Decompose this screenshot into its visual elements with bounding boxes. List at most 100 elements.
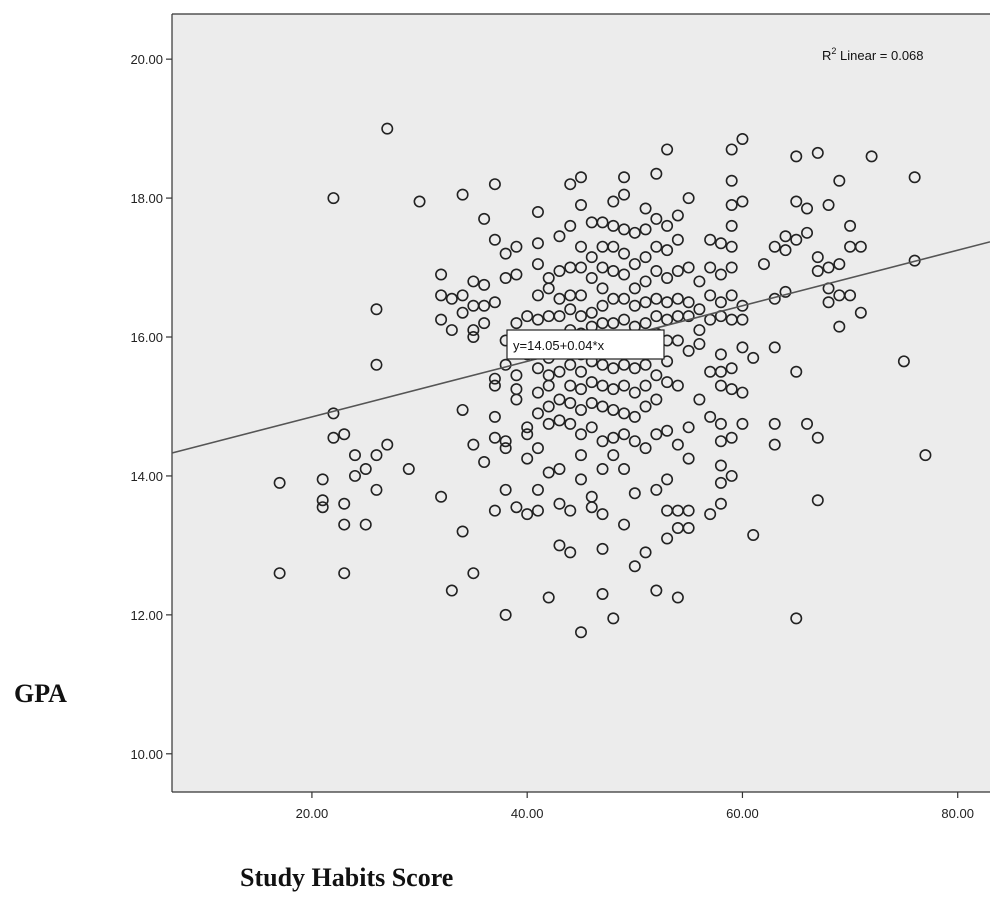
data-point — [650, 167, 663, 180]
data-point — [338, 567, 351, 580]
data-point — [747, 528, 760, 541]
data-point — [618, 407, 631, 420]
data-point — [488, 372, 501, 385]
data-point — [585, 421, 598, 434]
data-point — [790, 150, 803, 163]
data-point — [704, 261, 717, 274]
data-point — [564, 396, 577, 409]
data-point — [478, 278, 491, 291]
data-point — [725, 289, 738, 302]
data-point — [725, 240, 738, 253]
data-point — [650, 310, 663, 323]
data-point — [714, 435, 727, 448]
data-point — [725, 174, 738, 187]
data-point — [564, 178, 577, 191]
data-point — [768, 341, 781, 354]
data-point — [682, 310, 695, 323]
data-point — [693, 303, 706, 316]
data-point — [607, 240, 620, 253]
data-point — [553, 393, 566, 406]
data-point — [650, 428, 663, 441]
data-point — [790, 612, 803, 625]
data-point — [316, 494, 329, 507]
x-tick-label: 20.00 — [296, 806, 329, 821]
data-point — [553, 292, 566, 305]
data-point — [714, 417, 727, 430]
data-point — [531, 386, 544, 399]
equation-text: y=14.05+0.04*x — [513, 338, 605, 353]
data-point — [542, 466, 555, 479]
data-point — [801, 202, 814, 215]
data-point — [639, 400, 652, 413]
data-point — [607, 265, 620, 278]
data-point — [327, 431, 340, 444]
data-point — [499, 435, 512, 448]
data-point — [553, 539, 566, 552]
data-point — [370, 483, 383, 496]
data-point — [714, 365, 727, 378]
data-point — [327, 192, 340, 205]
data-point — [402, 462, 415, 475]
y-tick-label: 12.00 — [130, 608, 163, 623]
data-point — [661, 355, 674, 368]
data-point — [919, 449, 932, 462]
data-point — [725, 219, 738, 232]
data-point — [844, 289, 857, 302]
data-point — [585, 396, 598, 409]
data-point — [596, 400, 609, 413]
data-point — [564, 379, 577, 392]
data-point — [639, 223, 652, 236]
data-point — [564, 546, 577, 559]
data-point — [897, 355, 910, 368]
data-point — [628, 386, 641, 399]
data-point — [725, 362, 738, 375]
data-point — [553, 497, 566, 510]
data-point — [338, 497, 351, 510]
data-point — [693, 275, 706, 288]
data-point — [747, 351, 760, 364]
data-point — [628, 410, 641, 423]
data-point — [671, 334, 684, 347]
data-point — [435, 490, 448, 503]
data-point — [736, 386, 749, 399]
data-point — [736, 341, 749, 354]
data-point — [348, 469, 361, 482]
data-point — [521, 508, 534, 521]
data-point — [822, 199, 835, 212]
data-point — [370, 358, 383, 371]
data-point — [790, 195, 803, 208]
data-point — [779, 230, 792, 243]
r-squared-label: R2 Linear = 0.068 — [822, 46, 924, 63]
data-point — [553, 310, 566, 323]
data-point — [736, 195, 749, 208]
data-point — [822, 261, 835, 274]
data-point — [413, 195, 426, 208]
data-point — [607, 317, 620, 330]
data-point — [359, 518, 372, 531]
data-point — [628, 299, 641, 312]
data-point — [574, 383, 587, 396]
data-point — [445, 292, 458, 305]
r-squared-superscript: 2 — [831, 46, 836, 56]
data-point — [521, 428, 534, 441]
data-point — [801, 226, 814, 239]
data-point — [596, 508, 609, 521]
data-point — [779, 285, 792, 298]
data-point — [478, 299, 491, 312]
data-point — [607, 431, 620, 444]
data-point — [854, 306, 867, 319]
data-point — [618, 292, 631, 305]
data-point — [628, 362, 641, 375]
data-point — [478, 456, 491, 469]
data-point — [607, 195, 620, 208]
data-point — [811, 494, 824, 507]
data-point — [467, 324, 480, 337]
data-point — [768, 240, 781, 253]
data-point — [639, 202, 652, 215]
data-point — [510, 268, 523, 281]
y-tick-label: 16.00 — [130, 330, 163, 345]
data-point — [585, 306, 598, 319]
data-point — [661, 424, 674, 437]
data-point — [456, 306, 469, 319]
data-point — [736, 417, 749, 430]
